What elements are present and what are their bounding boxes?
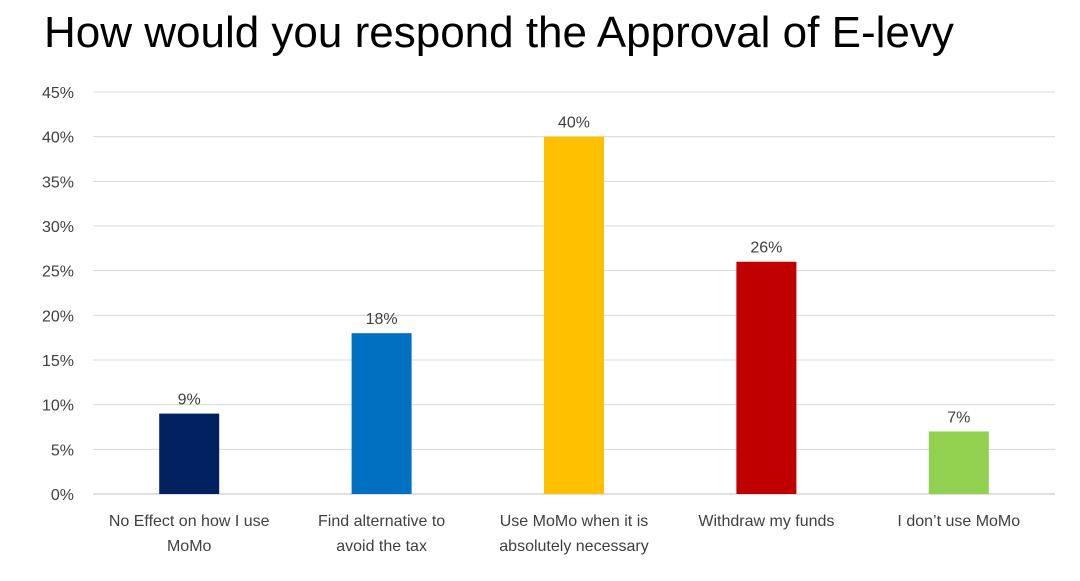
category-label: Use MoMo when it is absolutely necessary xyxy=(499,513,648,555)
y-tick-label: 45% xyxy=(42,85,74,102)
data-labels: 9% 18% 40% 26% 7% xyxy=(178,115,971,427)
y-tick-label: 25% xyxy=(42,264,74,281)
y-tick-label: 20% xyxy=(42,308,74,325)
data-label: 7% xyxy=(947,409,970,426)
bar xyxy=(351,333,412,494)
category-label: I don’t use MoMo xyxy=(897,513,1020,530)
data-label: 40% xyxy=(558,115,590,132)
y-tick-label: 35% xyxy=(42,174,74,191)
bars xyxy=(159,136,989,494)
data-label: 18% xyxy=(366,311,398,328)
data-label: 9% xyxy=(178,392,201,409)
y-axis-tick-labels: 0% 5% 10% 15% 20% 25% 30% 35% 40% 45% xyxy=(42,85,74,504)
y-tick-label: 5% xyxy=(51,442,74,459)
x-axis-category-labels: No Effect on how I use MoMo Find alternati… xyxy=(109,513,1020,555)
bar xyxy=(544,136,604,494)
y-tick-label: 0% xyxy=(51,487,74,504)
bar xyxy=(928,431,989,494)
bar xyxy=(736,261,797,494)
category-label: Withdraw my funds xyxy=(698,513,834,530)
y-tick-label: 15% xyxy=(42,353,74,370)
bar xyxy=(159,413,220,494)
category-label: Find alternative to avoid the tax xyxy=(318,513,445,555)
y-tick-label: 30% xyxy=(42,219,74,236)
y-tick-label: 40% xyxy=(42,130,74,147)
chart-title: How would you respond the Approval of E-… xyxy=(44,8,954,57)
data-label: 26% xyxy=(750,240,782,257)
category-label: No Effect on how I use MoMo xyxy=(109,513,270,555)
y-tick-label: 10% xyxy=(42,398,74,415)
